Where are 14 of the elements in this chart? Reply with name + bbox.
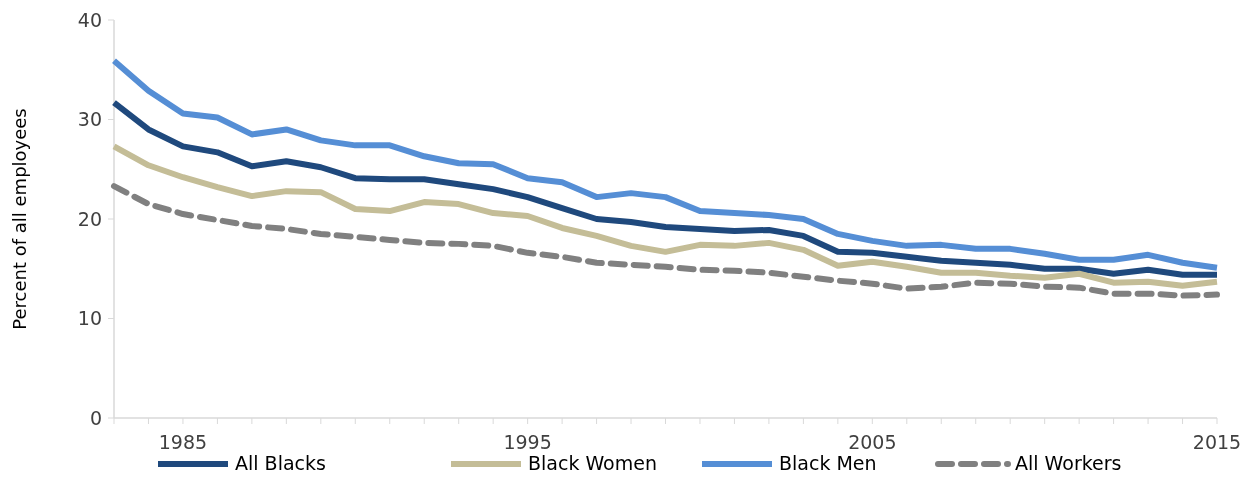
legend-label: All Workers bbox=[1015, 452, 1122, 474]
y-tick-label: 40 bbox=[77, 8, 102, 31]
y-tick-label: 10 bbox=[77, 307, 102, 330]
y-axis-title: Percent of all employees bbox=[9, 108, 30, 330]
legend-label: Black Men bbox=[779, 452, 877, 474]
y-tick-label: 30 bbox=[77, 108, 102, 131]
x-tick-label: 2015 bbox=[1192, 431, 1242, 453]
y-tick-label: 20 bbox=[77, 207, 102, 230]
y-tick-label: 0 bbox=[89, 406, 102, 429]
x-tick-label: 1995 bbox=[503, 431, 552, 453]
legend-label: Black Women bbox=[528, 452, 657, 474]
x-tick-label: 2005 bbox=[848, 431, 897, 453]
legend-label: All Blacks bbox=[235, 452, 326, 474]
x-tick-label: 1985 bbox=[158, 431, 208, 453]
